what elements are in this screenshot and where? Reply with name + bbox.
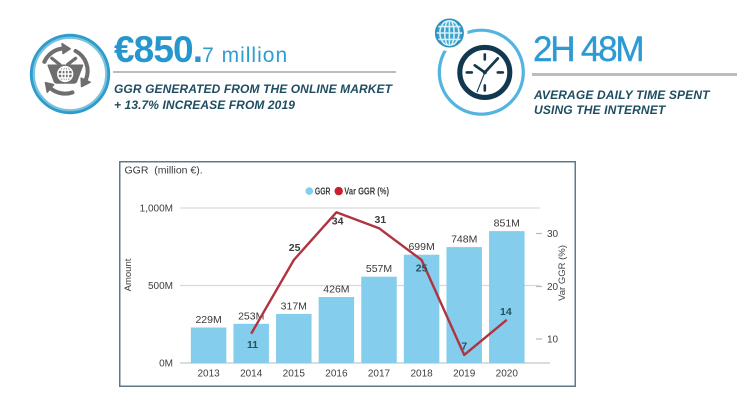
svg-text:229M: 229M <box>195 314 221 326</box>
svg-text:317M: 317M <box>281 300 307 312</box>
svg-text:2013: 2013 <box>197 369 220 380</box>
svg-text:Amount: Amount <box>123 258 134 291</box>
svg-text:25: 25 <box>416 263 428 275</box>
svg-text:0M: 0M <box>159 359 173 370</box>
svg-text:426M: 426M <box>323 284 349 296</box>
svg-text:30: 30 <box>547 229 559 240</box>
svg-text:2015: 2015 <box>283 369 306 380</box>
svg-text:557M: 557M <box>366 263 392 275</box>
svg-text:2017: 2017 <box>368 369 391 380</box>
svg-text:GGR: GGR <box>315 187 331 198</box>
svg-text:14: 14 <box>500 306 512 318</box>
svg-text:851M: 851M <box>494 218 520 230</box>
svg-text:2020: 2020 <box>496 369 519 380</box>
svg-text:699M: 699M <box>408 241 434 253</box>
svg-text:Var GGR (%): Var GGR (%) <box>557 245 568 301</box>
svg-text:2014: 2014 <box>240 369 263 380</box>
svg-text:GGR (million €).: GGR (million €). <box>125 165 203 177</box>
svg-text:20: 20 <box>547 282 559 293</box>
svg-text:1,000M: 1,000M <box>140 204 173 215</box>
svg-text:10: 10 <box>547 335 559 346</box>
svg-text:253M: 253M <box>238 310 264 322</box>
svg-text:34: 34 <box>332 216 344 228</box>
svg-text:2019: 2019 <box>453 369 476 380</box>
svg-text:25: 25 <box>289 242 301 254</box>
svg-text:11: 11 <box>247 339 258 351</box>
svg-text:2018: 2018 <box>410 369 433 380</box>
svg-text:Var GGR (%): Var GGR (%) <box>344 187 389 198</box>
svg-text:7: 7 <box>461 341 467 353</box>
svg-text:748M: 748M <box>451 234 477 246</box>
svg-text:500M: 500M <box>148 281 173 292</box>
svg-text:2016: 2016 <box>325 369 348 380</box>
svg-text:31: 31 <box>375 214 387 226</box>
